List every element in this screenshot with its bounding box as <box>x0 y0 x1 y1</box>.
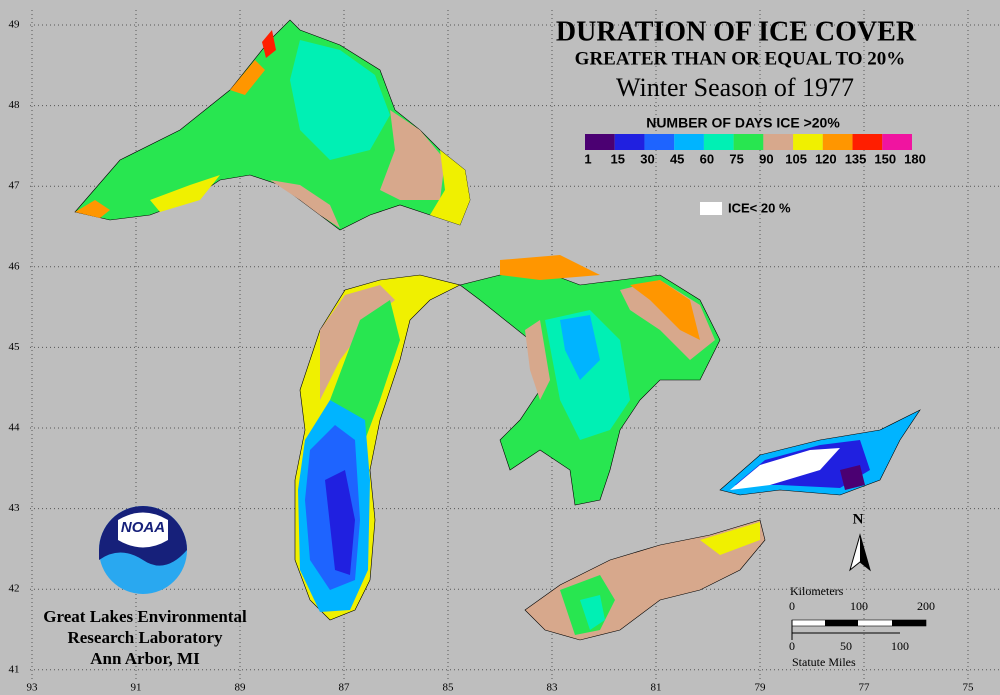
lat-label: 47 <box>9 180 21 192</box>
lon-label: 87 <box>339 682 351 694</box>
title: DURATION OF ICE COVER <box>556 16 917 47</box>
lon-label: 85 <box>443 682 455 694</box>
north-label: N <box>853 511 864 527</box>
mi-label: 100 <box>891 639 909 653</box>
lat-label: 46 <box>9 260 21 272</box>
season: Winter Season of 1977 <box>616 73 854 102</box>
logo-text: NOAA <box>121 519 165 536</box>
legend-label: 75 <box>729 151 743 166</box>
km-label: 200 <box>917 599 935 613</box>
legend-label: 180 <box>904 151 926 166</box>
lon-label: 81 <box>651 682 662 694</box>
lat-label: 43 <box>9 502 21 514</box>
lon-label: 75 <box>963 682 975 694</box>
mi-title: Statute Miles <box>792 655 856 669</box>
legend-label: 15 <box>610 151 624 166</box>
legend-swatch <box>793 134 823 150</box>
lat-label: 49 <box>9 19 21 31</box>
lon-label: 79 <box>755 682 767 694</box>
legend-label: 1 <box>584 151 591 166</box>
north-arrow <box>849 533 871 572</box>
credit-line: Ann Arbor, MI <box>90 649 200 668</box>
ice-swatch <box>700 202 722 215</box>
lon-label: 89 <box>235 682 247 694</box>
legend-label: 30 <box>640 151 654 166</box>
lon-label: 77 <box>859 682 871 694</box>
noaa-logo <box>99 506 187 594</box>
lake-huron <box>459 255 721 506</box>
lon-label: 91 <box>131 682 142 694</box>
lake-superior <box>74 19 471 231</box>
legend-label: 90 <box>759 151 773 166</box>
lat-label: 41 <box>9 663 20 675</box>
legend-label: 45 <box>670 151 684 166</box>
legend-swatch <box>644 134 675 150</box>
km-title: Kilometers <box>790 584 844 598</box>
lake-ontario <box>719 409 921 496</box>
legend-label: 135 <box>845 151 867 166</box>
legend-swatch <box>585 134 615 150</box>
scale-bar <box>791 619 927 640</box>
legend-swatch <box>614 134 645 150</box>
lon-label: 93 <box>27 682 39 694</box>
subtitle: GREATER THAN OR EQUAL TO 20% <box>575 48 906 69</box>
lake-michigan <box>294 274 461 621</box>
lat-label: 45 <box>9 341 21 353</box>
ice-label: ICE< 20 % <box>728 200 791 215</box>
legend-label: 150 <box>874 151 896 166</box>
lon-label: 83 <box>547 682 559 694</box>
lat-label: 44 <box>9 422 21 434</box>
mi-label: 0 <box>789 639 795 653</box>
lake-erie <box>524 519 766 641</box>
legend-swatch <box>674 134 704 150</box>
legend-label: 120 <box>815 151 837 166</box>
legend-swatch <box>733 134 764 150</box>
km-label: 0 <box>789 599 795 613</box>
legend-swatch <box>703 134 734 150</box>
km-label: 100 <box>850 599 868 613</box>
legend-swatch <box>852 134 883 150</box>
credit-line: Great Lakes Environmental <box>43 607 247 626</box>
lat-label: 42 <box>9 583 20 595</box>
mi-label: 50 <box>840 639 852 653</box>
lat-label: 48 <box>9 99 21 111</box>
credit-line: Research Laboratory <box>67 628 223 647</box>
legend-swatch <box>822 134 853 150</box>
legend-label: 60 <box>700 151 714 166</box>
legend-title: NUMBER OF DAYS ICE >20% <box>646 115 840 131</box>
legend-label: 105 <box>785 151 807 166</box>
legend-swatch <box>882 134 912 150</box>
legend <box>585 134 912 150</box>
legend-swatch <box>763 134 794 150</box>
graticule: 49 48 47 46 45 44 43 42 41 93 91 89 87 85 83 81 79 77 75 <box>9 10 1000 694</box>
